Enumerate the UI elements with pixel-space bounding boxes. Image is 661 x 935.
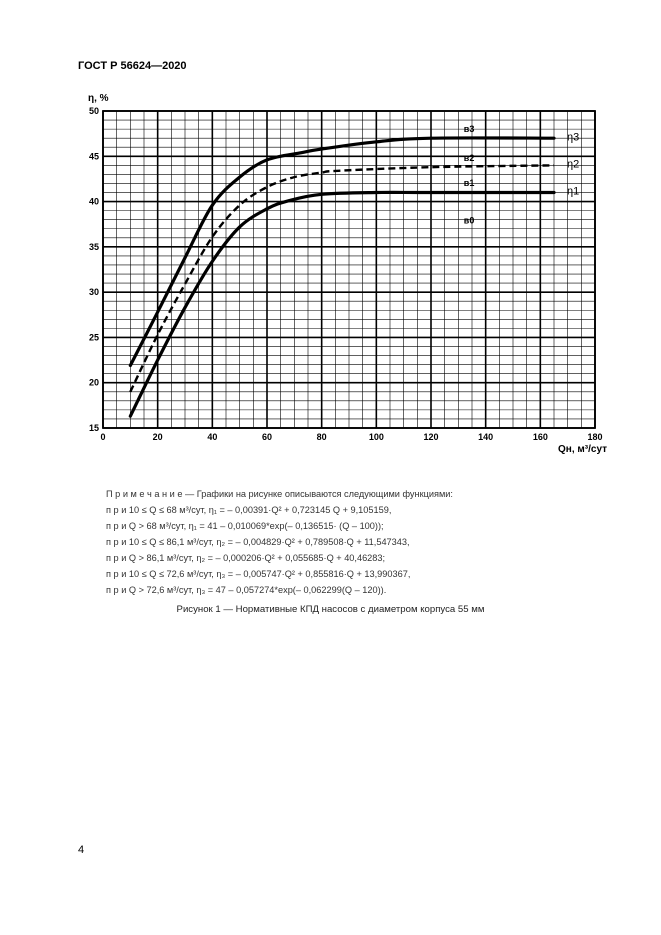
curve-annotation: в1 (464, 178, 475, 188)
series-line-η2 (129, 164, 555, 393)
note-line: п р и 10 ≤ Q ≤ 72,6 м³/сут, η₃ = – 0,005… (106, 569, 411, 579)
x-tick-label: 0 (100, 432, 105, 442)
y-tick-label: 35 (89, 242, 99, 252)
y-tick-label: 50 (89, 106, 99, 116)
y-axis-label: η, % (88, 93, 109, 104)
note-line: п р и Q > 72,6 м³/сут, η₃ = 47 – 0,05727… (106, 585, 387, 595)
plot-frame (102, 110, 596, 429)
document-header: ГОСТ Р 56624—2020 (78, 60, 187, 72)
x-tick-label: 140 (478, 432, 493, 442)
y-tick-label: 25 (89, 332, 99, 342)
page-number: 4 (78, 844, 85, 856)
note-line: п р и 10 ≤ Q ≤ 86,1 м³/сут, η₂ = – 0,004… (106, 537, 410, 547)
x-tick-label: 20 (153, 432, 163, 442)
note-block: П р и м е ч а н и е — Графики на рисунке… (106, 486, 576, 598)
curve-annotation: в2 (464, 153, 475, 163)
curve-annotation: в3 (464, 124, 475, 134)
series-label: η2 (567, 158, 579, 170)
y-tick-label: 15 (89, 423, 99, 433)
series-line-η3 (128, 136, 556, 368)
curve-annotation: в0 (464, 215, 475, 225)
x-tick-label: 60 (262, 432, 272, 442)
note-line: п р и Q > 68 м³/сут, η₁ = 41 – 0,010069*… (106, 521, 384, 531)
y-tick-label: 20 (89, 378, 99, 388)
y-tick-label: 30 (89, 287, 99, 297)
efficiency-chart: 0 20 40 60 80 100 120 140 160 180 15 20 25 30 35 40 45 50… (88, 93, 607, 455)
note-line: п р и 10 ≤ Q ≤ 68 м³/сут, η₁ = – 0,00391… (106, 505, 392, 515)
x-tick-label: 80 (317, 432, 327, 442)
series-label: η1 (567, 186, 579, 198)
x-axis-label: Qн, м³/сут (558, 444, 607, 455)
series-line-η1 (128, 190, 556, 418)
x-tick-label: 120 (423, 432, 438, 442)
figure-caption: Рисунок 1 — Нормативные КПД насосов с ди… (176, 604, 485, 615)
y-tick-label: 40 (89, 197, 99, 207)
x-tick-label: 160 (533, 432, 548, 442)
series-label: η3 (567, 131, 579, 143)
x-tick-label: 40 (207, 432, 217, 442)
note-title: П р и м е ч а н и е — Графики на рисунке… (106, 489, 453, 499)
note-line: п р и Q > 86,1 м³/сут, η₂ = – 0,000206·Q… (106, 553, 386, 563)
x-tick-label: 100 (369, 432, 384, 442)
x-tick-label: 180 (587, 432, 602, 442)
y-tick-label: 45 (89, 151, 99, 161)
